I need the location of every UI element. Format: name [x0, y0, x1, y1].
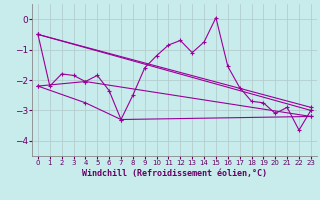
X-axis label: Windchill (Refroidissement éolien,°C): Windchill (Refroidissement éolien,°C): [82, 169, 267, 178]
